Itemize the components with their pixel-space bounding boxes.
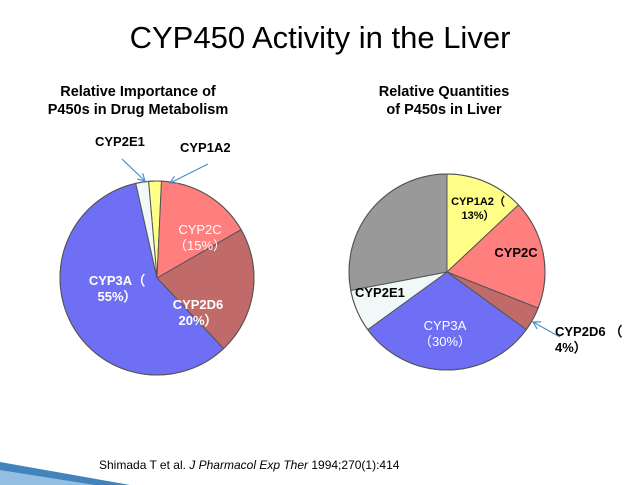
pie-slice-other <box>348 173 448 291</box>
label-cyp2c-line: （15%） <box>174 238 226 253</box>
label-cyp3a-line: 55%） <box>97 289 136 304</box>
right-chart-title-line-1: Relative Quantities <box>378 84 510 100</box>
label-cyp2d6: CYP2D6 20%） <box>173 297 224 328</box>
arrow-head-cyp2d6 <box>531 321 542 330</box>
label-cyp2d6-line: CYP2D6 （ <box>555 324 622 339</box>
right-chart-title-line-2: of P450s in Liver <box>386 102 502 118</box>
label-cyp2c: CYP2C （15%） <box>174 222 226 253</box>
label-cyp2d6-line: 20%） <box>178 313 217 328</box>
left-chart-title-line-2: P450s in Drug Metabolism <box>47 102 229 118</box>
label-cyp1a2: CYP1A2 <box>180 140 231 155</box>
label-cyp2c: CYP2C <box>494 245 538 260</box>
label-cyp3a: CYP3A （30%） <box>419 318 471 349</box>
label-cyp2d6-line: CYP2D6 <box>173 297 224 312</box>
left-chart-title: Relative Importance of P450s in Drug Met… <box>18 83 258 119</box>
pie-outline <box>59 180 255 376</box>
label-cyp2c-line: CYP2C <box>178 222 221 237</box>
label-cyp2e1: CYP2E1 <box>355 285 405 300</box>
citation-authors: Shimada T et al. <box>99 458 186 472</box>
label-cyp3a-line: CYP3A <box>424 318 467 333</box>
label-cyp2e1-line: CYP2E1 <box>95 134 145 149</box>
pie-chart-drug-metabolism: CYP1A2 CYP2C （15%） CYP2D6 20%） CYP3A（ 55%） CYP2… <box>59 134 255 376</box>
citation-journal: J Pharmacol Exp Ther <box>189 458 309 472</box>
label-cyp2d6: CYP2D6 （4%） <box>555 324 622 355</box>
label-cyp2d6-line: 4%） <box>555 340 587 355</box>
label-cyp2e1-line: CYP2E1 <box>355 285 405 300</box>
label-cyp2e1: CYP2E1 <box>95 134 145 149</box>
label-cyp1a2-line: CYP1A2 <box>180 140 231 155</box>
arrow-head-cyp1a2 <box>168 175 179 185</box>
left-chart-title-line-1: Relative Importance of <box>60 84 216 100</box>
label-cyp3a: CYP3A（ 55%） <box>89 273 145 304</box>
label-cyp1a2-line: CYP1A2（ <box>451 195 505 208</box>
arrow-cyp2e1 <box>121 158 146 182</box>
pie-outline <box>348 173 546 371</box>
label-cyp1a2-line: 13%） <box>461 209 494 222</box>
label-cyp3a-line: CYP3A（ <box>89 273 145 288</box>
citation: Shimada T et al. J Pharmacol Exp Ther 19… <box>99 458 399 472</box>
label-cyp2c-line: CYP2C <box>494 245 538 260</box>
right-chart-title: Relative Quantities of P450s in Liver <box>336 83 552 119</box>
arrow-cyp1a2 <box>169 163 209 184</box>
slide-title: CYP450 Activity in the Liver <box>129 20 511 55</box>
arrow-head-cyp2e1 <box>137 173 146 182</box>
label-cyp1a2: CYP1A2（ 13%） <box>451 195 505 222</box>
arrow-cyp2d6 <box>532 321 561 338</box>
label-cyp3a-line: （30%） <box>419 334 471 349</box>
citation-details: 1994;270(1):414 <box>311 458 400 472</box>
